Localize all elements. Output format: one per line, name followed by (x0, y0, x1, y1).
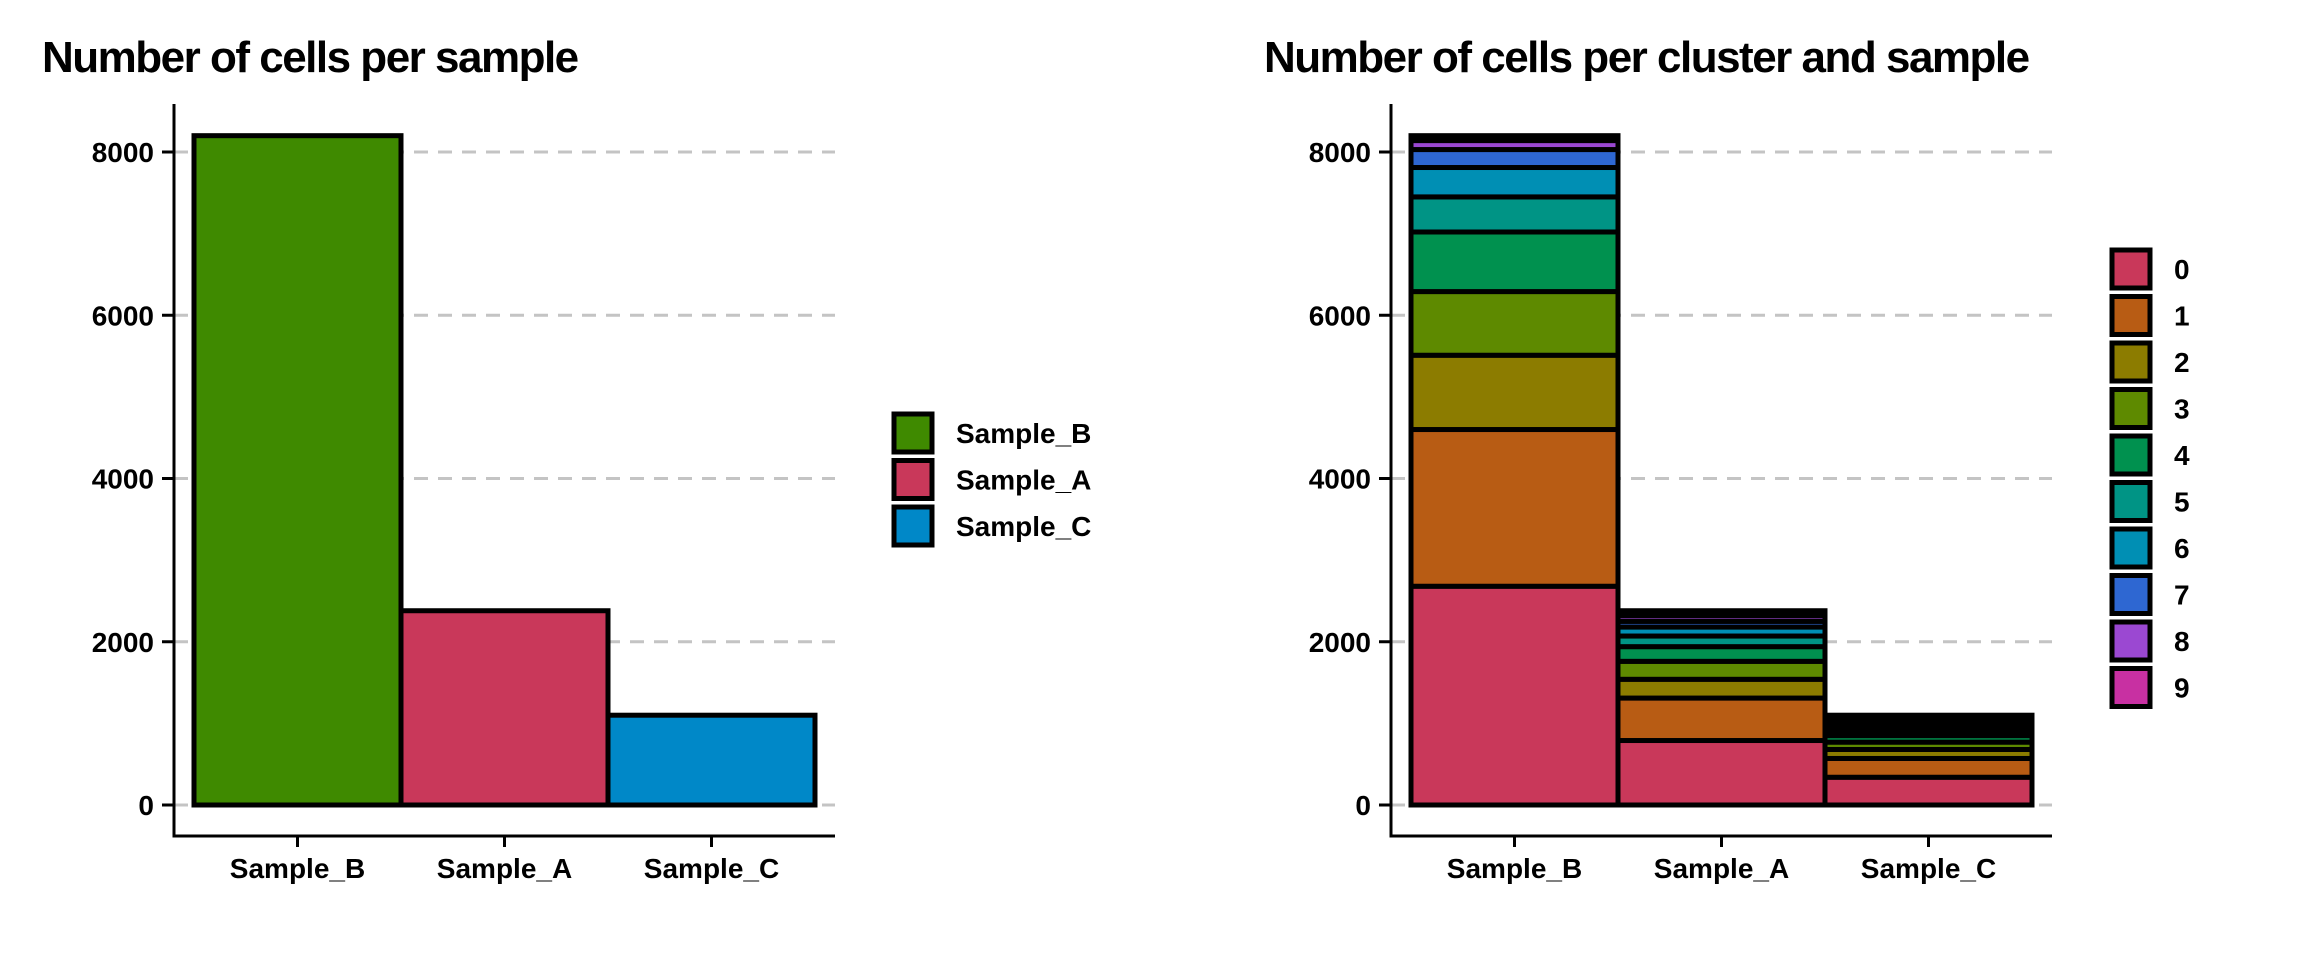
legend-label: 7 (2174, 580, 2190, 611)
bar (605, 712, 818, 808)
y-tick-label: 6000 (1309, 300, 1371, 331)
x-tick-label: Sample_C (644, 853, 779, 884)
chart-title: Number of cells per sample (42, 33, 578, 82)
chart-panel-samples: Number of cells per sample 0 2000 4000 6000… (42, 33, 1091, 884)
chart-panel-clusters: Number of cells per cluster and sample 0… (1264, 33, 2190, 884)
x-tick-label: Sample_B (230, 853, 365, 884)
legend-swatch (2109, 294, 2153, 337)
y-tick-label: 0 (138, 790, 154, 821)
legend-label: 4 (2174, 440, 2190, 471)
legend: 0 1 2 3 4 5 6 7 8 9 (2109, 247, 2190, 709)
bar-segment (1408, 194, 1621, 235)
x-tick-label: Sample_B (1447, 853, 1582, 884)
legend-label: 1 (2174, 301, 2190, 332)
y-tick-label: 4000 (92, 464, 154, 495)
legend-label: 5 (2174, 487, 2190, 518)
bar-segment (1408, 165, 1621, 200)
bar-segment (1615, 608, 1828, 619)
bar-segment (1408, 229, 1621, 295)
bar-segment (1822, 755, 2035, 780)
legend-swatch (2109, 666, 2153, 709)
legend-swatch (2109, 619, 2153, 663)
legend-label: 8 (2174, 626, 2190, 657)
y-axis-ticks: 0 2000 4000 6000 8000 (92, 137, 154, 821)
x-tick-label: Sample_C (1861, 853, 1996, 884)
bar (398, 608, 611, 808)
x-axis-ticks: Sample_B Sample_A Sample_C (230, 853, 779, 884)
legend-label: 3 (2174, 394, 2190, 425)
bar-segment (1408, 352, 1621, 433)
y-tick-label: 8000 (1309, 137, 1371, 168)
bar-segment (1408, 133, 1621, 144)
axes (1379, 104, 2052, 847)
legend-label: Sample_C (956, 511, 1091, 542)
legend-label: 9 (2174, 673, 2190, 704)
bar-segment (1408, 583, 1621, 808)
x-tick-label: Sample_A (437, 853, 572, 884)
legend-swatch (2109, 526, 2153, 570)
bars (1408, 133, 2035, 808)
bars (191, 133, 818, 808)
chart-title: Number of cells per cluster and sample (1264, 33, 2029, 82)
bar-segment (1822, 712, 2035, 723)
legend-swatch (891, 458, 935, 501)
legend-swatch (2109, 340, 2153, 384)
bar-segment (1615, 695, 1828, 744)
x-tick-label: Sample_A (1654, 853, 1789, 884)
y-tick-label: 8000 (92, 137, 154, 168)
legend-swatch (2109, 247, 2153, 291)
bar-segment (1822, 774, 2035, 808)
x-axis-ticks: Sample_B Sample_A Sample_C (1447, 853, 1996, 884)
legend-swatch (891, 504, 935, 548)
bar-segment (1615, 738, 1828, 808)
legend-swatch (2109, 573, 2153, 616)
bar-segment (1408, 147, 1621, 171)
legend-swatch (891, 411, 935, 455)
bar-segment (1615, 676, 1828, 701)
bar-segment (1408, 427, 1621, 589)
legend-label: 2 (2174, 347, 2190, 378)
y-axis-ticks: 0 2000 4000 6000 8000 (1309, 137, 1371, 821)
y-tick-label: 4000 (1309, 464, 1371, 495)
legend-label: 0 (2174, 254, 2190, 285)
y-tick-label: 6000 (92, 300, 154, 331)
legend: Sample_B Sample_A Sample_C (891, 411, 1091, 548)
legend-swatch (2109, 480, 2153, 523)
legend-label: Sample_A (956, 465, 1091, 496)
y-tick-label: 2000 (1309, 627, 1371, 658)
y-tick-label: 2000 (92, 627, 154, 658)
legend-swatch (2109, 433, 2153, 477)
bar-segment (1615, 658, 1828, 682)
y-tick-label: 0 (1355, 790, 1371, 821)
legend-label: 6 (2174, 533, 2190, 564)
bar (191, 133, 404, 808)
bar-segment (1408, 289, 1621, 358)
legend-swatch (2109, 387, 2153, 430)
axes (162, 104, 835, 847)
legend-label: Sample_B (956, 418, 1091, 449)
